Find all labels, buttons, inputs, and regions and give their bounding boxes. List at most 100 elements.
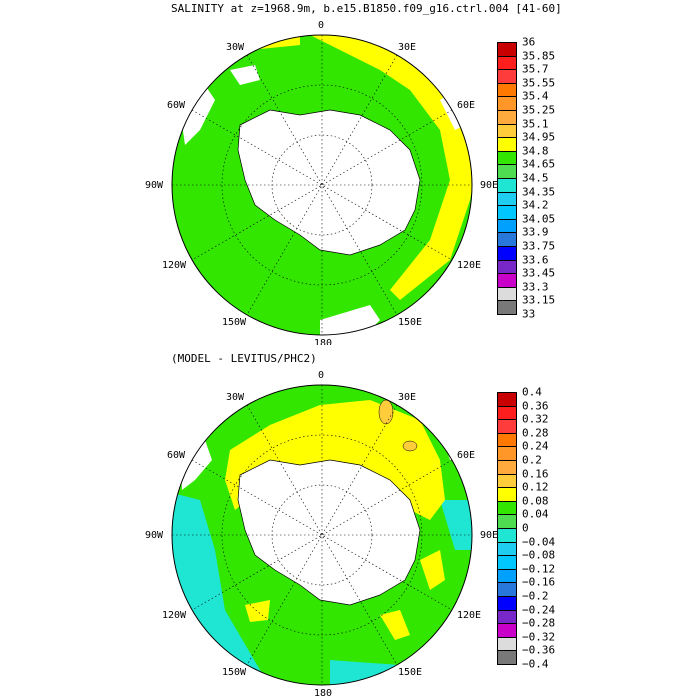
bottom-map-panel: 0 30E 60E 90E 120E 150E 180 150W 120W 90… — [0, 350, 700, 699]
top-colorbar-tick-label: 35.4 — [522, 89, 549, 103]
top-colorbar-tick-label: 35.55 — [522, 76, 556, 90]
bottom-lon-120w: 120W — [162, 610, 187, 621]
top-colorbar-swatch — [497, 273, 517, 288]
bottom-colorbar-swatch — [497, 528, 517, 543]
bottom-colorbar-swatch — [497, 446, 517, 461]
bottom-colorbar-tick-label: 0.24 — [522, 439, 549, 453]
top-colorbar-tick-label: 34.95 — [522, 130, 556, 144]
bottom-colorbar-swatch — [497, 568, 517, 584]
top-colorbar-swatch — [497, 137, 517, 152]
bottom-colorbar-tick-label: −0.24 — [522, 603, 556, 617]
bottom-colorbar-tick-label: 0.32 — [522, 412, 549, 426]
top-lon-30e: 30E — [398, 42, 416, 53]
top-colorbar-swatch — [497, 110, 517, 125]
top-lon-90e: 90E — [480, 180, 498, 191]
top-yellow-region — [300, 35, 472, 300]
bottom-colorbar-swatch — [497, 487, 517, 502]
bottom-map-title: (MODEL - LEVITUS/PHC2) — [171, 352, 317, 365]
top-colorbar-swatch — [497, 164, 517, 179]
top-lon-180: 180 — [314, 338, 332, 345]
top-colorbar-tick-label: 34.05 — [522, 212, 556, 226]
top-colorbar-tick-label: 36 — [522, 35, 536, 49]
top-colorbar-swatch — [497, 82, 517, 98]
top-lon-150e: 150E — [398, 317, 422, 328]
bottom-lon-0: 0 — [318, 370, 324, 381]
bottom-lon-60w: 60W — [167, 450, 186, 461]
bottom-lon-120e: 120E — [457, 610, 481, 621]
bottom-graticule — [172, 385, 472, 685]
top-colorbar-tick-label: 34.2 — [522, 198, 549, 212]
bottom-colorbar-tick-label: 0 — [522, 521, 529, 535]
top-colorbar-swatch — [497, 42, 517, 57]
top-colorbar-tick-label: 34.35 — [522, 185, 556, 199]
bottom-colorbar-tick-label: 0.4 — [522, 385, 542, 399]
bottom-lon-60e: 60E — [457, 450, 475, 461]
top-colorbar-tick-label: 35.7 — [522, 62, 549, 76]
bottom-colorbar-swatch — [497, 623, 517, 638]
top-polar-map: 0 30E 60E 90E 120E 150E 180 150W 120W 90… — [145, 20, 498, 345]
bottom-colorbar-swatch — [497, 392, 517, 407]
top-map-panel: 0 30E 60E 90E 120E 150E 180 150W 120W 90… — [0, 0, 700, 345]
top-graticule — [172, 35, 472, 335]
top-lon-120e: 120E — [457, 260, 481, 271]
top-colorbar-swatch — [497, 191, 517, 207]
bottom-colorbar-swatch — [497, 460, 517, 475]
bottom-colorbar-tick-label: −0.32 — [522, 630, 556, 644]
bottom-colorbar-swatch — [497, 555, 517, 570]
top-lon-90w: 90W — [145, 180, 164, 191]
bottom-polar-map: 0 30E 60E 90E 120E 150E 180 150W 120W 90… — [145, 370, 498, 699]
bottom-lon-180: 180 — [314, 688, 332, 699]
bottom-colorbar-tick-label: 0.12 — [522, 480, 549, 494]
top-colorbar-swatch — [497, 55, 517, 71]
bottom-colorbar-swatch — [497, 500, 517, 516]
bottom-colorbar-swatch — [497, 405, 517, 421]
bottom-colorbar-swatch — [497, 636, 517, 652]
bottom-colorbar-swatch — [497, 473, 517, 489]
bottom-colorbar-swatch — [497, 596, 517, 611]
bottom-colorbar-tick-label: −0.2 — [522, 589, 549, 603]
top-colorbar-swatch — [497, 218, 517, 234]
bottom-colorbar-tick-label: 0.08 — [522, 494, 549, 508]
bottom-colorbar-swatch — [497, 419, 517, 434]
top-lon-0: 0 — [318, 20, 324, 31]
top-colorbar-swatch — [497, 69, 517, 84]
bottom-colorbar-tick-label: −0.36 — [522, 643, 556, 657]
top-colorbar-swatch — [497, 178, 517, 193]
top-colorbar-swatch — [497, 259, 517, 275]
top-lon-60w: 60W — [167, 100, 186, 111]
bottom-colorbar-tick-label: −0.4 — [522, 657, 549, 671]
top-colorbar-swatch — [497, 150, 517, 166]
top-colorbar-swatch — [497, 123, 517, 139]
top-colorbar-tick-label: 34.8 — [522, 144, 549, 158]
top-colorbar-tick-label: 33.15 — [522, 293, 556, 307]
top-colorbar-swatch — [497, 96, 517, 111]
bottom-map-frame — [171, 384, 473, 686]
bottom-colorbar-swatch — [497, 650, 517, 665]
bottom-colorbar-tick-label: −0.16 — [522, 575, 556, 589]
bottom-colorbar-swatch — [497, 609, 517, 625]
top-colorbar-swatch — [497, 205, 517, 220]
top-lon-60e: 60E — [457, 100, 475, 111]
top-colorbar-tick-label: 33.45 — [522, 266, 556, 280]
top-colorbar-tick-label: 35.25 — [522, 103, 556, 117]
bottom-colorbar-swatch — [497, 541, 517, 557]
top-lon-30w: 30W — [226, 42, 245, 53]
top-map-title: SALINITY at z=1968.9m, b.e15.B1850.f09_g… — [171, 2, 562, 15]
top-map-frame — [171, 34, 473, 336]
bottom-colorbar-tick-label: 0.28 — [522, 426, 549, 440]
top-colorbar-tick-label: 35.1 — [522, 117, 549, 131]
top-colorbar-tick-label: 34.65 — [522, 157, 556, 171]
bottom-colorbar-tick-label: 0.16 — [522, 467, 549, 481]
top-colorbar-tick-label: 35.85 — [522, 49, 556, 63]
bottom-colorbar-swatch — [497, 514, 517, 529]
top-lon-150w: 150W — [222, 317, 247, 328]
bottom-colorbar-tick-label: −0.04 — [522, 535, 556, 549]
bottom-colorbar-tick-label: −0.12 — [522, 562, 556, 576]
bottom-lon-30e: 30E — [398, 392, 416, 403]
bottom-colorbar-swatch — [497, 582, 517, 597]
top-lon-120w: 120W — [162, 260, 187, 271]
top-colorbar-tick-label: 33.6 — [522, 253, 549, 267]
bottom-lon-90w: 90W — [145, 530, 164, 541]
top-colorbar-swatch — [497, 232, 517, 247]
bottom-colorbar-tick-label: −0.28 — [522, 616, 556, 630]
